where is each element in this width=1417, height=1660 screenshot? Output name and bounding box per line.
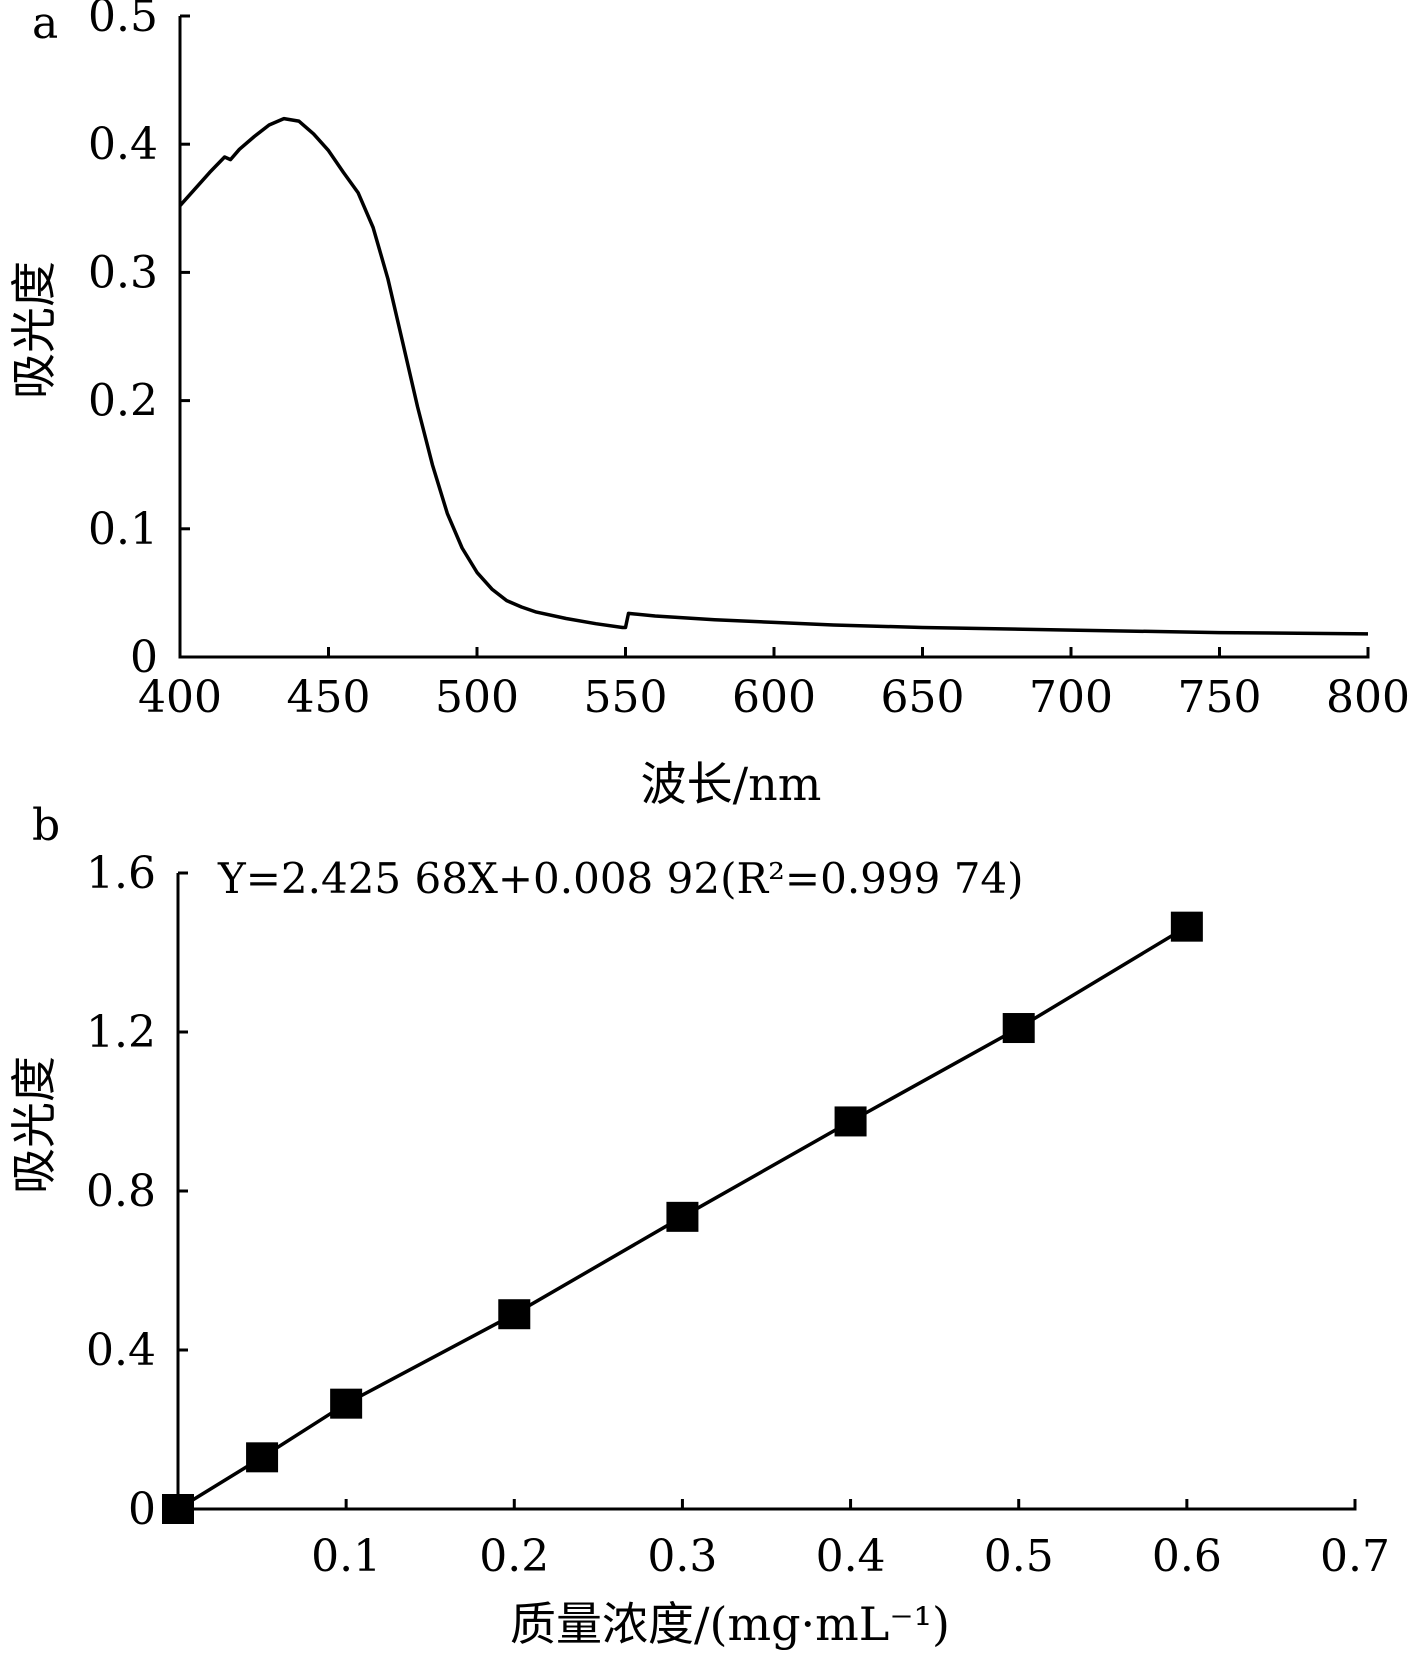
panel-b-data-point bbox=[1002, 1013, 1035, 1044]
panel-a-axis-lines bbox=[178, 16, 1370, 659]
panel-a-x-tick-label: 650 bbox=[881, 672, 965, 723]
panel-b-y-axis-label: 吸光度 bbox=[7, 1056, 61, 1194]
panel-a-x-tick-label: 450 bbox=[287, 672, 371, 723]
panel-label-b: b bbox=[32, 800, 60, 851]
panel-b-data-point bbox=[162, 1494, 194, 1524]
panel-b-x-tick-label: 0.7 bbox=[1320, 1531, 1390, 1582]
panel-b-x-tick-label: 0.6 bbox=[1152, 1531, 1222, 1582]
panel-a-y-tick-label: 0.2 bbox=[88, 376, 158, 427]
panel-b-ticks: 0.1 0.2 0.3 0.4 0.5 0.6 0.7 0 0.4 0.8 1.2 1.6 bbox=[86, 848, 1390, 1582]
panel-a-x-axis-label: 波长/nm bbox=[641, 757, 822, 811]
panel-a-y-axis-label: 吸光度 bbox=[7, 261, 61, 399]
panel-a-x-tick-label: 800 bbox=[1326, 672, 1410, 723]
panel-a-y-tick-label: 0 bbox=[130, 632, 158, 683]
panel-b-y-tick-label: 0.4 bbox=[86, 1325, 156, 1376]
panel-b-x-tick-label: 0.2 bbox=[479, 1531, 549, 1582]
chart-panel-a: a 400 450 500 550 600 650 700 750 800 0 0.1 0.2 0.3 0… bbox=[7, 0, 1410, 811]
panel-b-x-tick-label: 0.4 bbox=[816, 1531, 886, 1582]
panel-b-axes bbox=[176, 873, 1357, 1511]
panel-a-x-tick-label: 500 bbox=[435, 672, 519, 723]
panel-b-y-tick-label: 0 bbox=[128, 1484, 156, 1535]
panel-a-series bbox=[178, 116, 1369, 636]
panel-a-x-tick-label: 600 bbox=[732, 672, 816, 723]
panel-label-a: a bbox=[32, 0, 58, 49]
panel-a-y-tick-label: 0.4 bbox=[88, 119, 158, 170]
panel-b-x-axis-label: 质量浓度/(mg·mL⁻¹) bbox=[510, 1597, 950, 1651]
panel-a-ticks: 400 450 500 550 600 650 700 750 800 0 0.1 0.2 0.3 0.4… bbox=[88, 0, 1410, 723]
panel-a-y-tick-label: 0.3 bbox=[88, 247, 158, 298]
panel-b-series bbox=[162, 911, 1203, 1524]
panel-a-x-tick-label: 700 bbox=[1029, 672, 1113, 723]
panel-a-absorbance-line bbox=[178, 116, 1369, 636]
panel-a-x-tick-label: 550 bbox=[584, 672, 668, 723]
chart-panel-b: b 0.1 0.2 0.3 0.4 0.5 0.6 0.7 0 0.4 0.8 1.2 1.6 Y=2… bbox=[7, 800, 1390, 1651]
panel-a-x-tick-label: 400 bbox=[138, 672, 222, 723]
panel-b-data-point bbox=[666, 1201, 699, 1232]
regression-equation: Y=2.425 68X+0.008 92(R²=0.999 74) bbox=[217, 854, 1024, 903]
panel-a-x-tick-label: 750 bbox=[1178, 672, 1262, 723]
panel-b-axis-lines bbox=[176, 873, 1357, 1511]
panel-b-x-tick-label: 0.3 bbox=[647, 1531, 717, 1582]
panel-b-x-tick-label: 0.1 bbox=[311, 1531, 381, 1582]
panel-b-data-point bbox=[834, 1106, 867, 1137]
panel-b-y-tick-label: 0.8 bbox=[86, 1166, 156, 1217]
panel-b-data-point bbox=[498, 1299, 531, 1330]
panel-a-axes bbox=[178, 16, 1370, 659]
panel-b-data-point bbox=[246, 1442, 279, 1473]
panel-b-y-tick-label: 1.6 bbox=[86, 848, 156, 899]
panel-b-x-tick-label: 0.5 bbox=[984, 1531, 1054, 1582]
panel-b-y-tick-label: 1.2 bbox=[86, 1007, 156, 1058]
panel-a-y-tick-label: 0.5 bbox=[88, 0, 158, 42]
panel-a-y-tick-label: 0.1 bbox=[88, 504, 158, 555]
panel-b-data-point bbox=[330, 1388, 363, 1419]
panel-b-data-point bbox=[1170, 911, 1203, 942]
